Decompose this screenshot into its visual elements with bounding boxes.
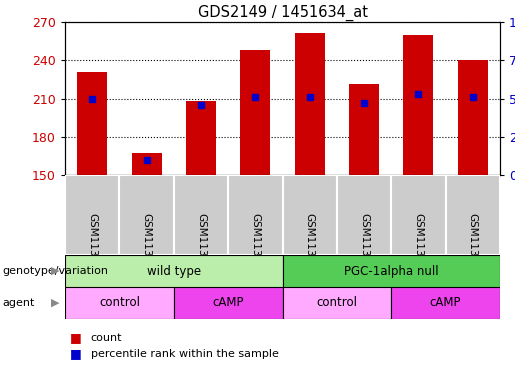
Bar xyxy=(174,175,228,255)
Text: wild type: wild type xyxy=(147,265,201,278)
Text: agent: agent xyxy=(3,298,35,308)
Text: GSM113459: GSM113459 xyxy=(414,214,423,277)
Bar xyxy=(77,72,107,175)
Text: control: control xyxy=(99,296,140,310)
Text: control: control xyxy=(316,296,357,310)
Text: PGC-1alpha null: PGC-1alpha null xyxy=(344,265,439,278)
Text: GSM113409: GSM113409 xyxy=(87,214,97,276)
Bar xyxy=(65,287,174,319)
Text: cAMP: cAMP xyxy=(430,296,461,310)
Bar xyxy=(283,255,500,287)
Bar xyxy=(174,287,283,319)
Text: cAMP: cAMP xyxy=(212,296,244,310)
Bar xyxy=(132,153,162,175)
Bar xyxy=(119,175,174,255)
Text: ▶: ▶ xyxy=(52,298,60,308)
Text: ■: ■ xyxy=(70,348,82,361)
Bar xyxy=(403,35,434,175)
Bar xyxy=(228,175,283,255)
Bar xyxy=(445,175,500,255)
Text: ▶: ▶ xyxy=(52,266,60,276)
Bar xyxy=(283,287,391,319)
Text: GSM113411: GSM113411 xyxy=(142,214,151,277)
Bar xyxy=(391,175,445,255)
Bar xyxy=(65,255,283,287)
Text: count: count xyxy=(91,333,122,343)
Bar xyxy=(186,101,216,175)
Bar xyxy=(65,175,119,255)
Text: GSM113456: GSM113456 xyxy=(250,214,260,277)
Bar xyxy=(458,60,488,175)
Bar xyxy=(337,175,391,255)
Text: GSM113458: GSM113458 xyxy=(359,214,369,277)
Text: ■: ■ xyxy=(70,331,82,344)
Bar xyxy=(349,84,379,175)
Bar xyxy=(283,175,337,255)
Text: GSM113412: GSM113412 xyxy=(196,214,206,277)
Text: genotype/variation: genotype/variation xyxy=(3,266,109,276)
Bar xyxy=(295,33,324,175)
Bar xyxy=(391,287,500,319)
Title: GDS2149 / 1451634_at: GDS2149 / 1451634_at xyxy=(197,5,368,21)
Text: GSM113460: GSM113460 xyxy=(468,214,478,276)
Text: GSM113457: GSM113457 xyxy=(305,214,315,277)
Text: percentile rank within the sample: percentile rank within the sample xyxy=(91,349,279,359)
Bar xyxy=(241,50,270,175)
